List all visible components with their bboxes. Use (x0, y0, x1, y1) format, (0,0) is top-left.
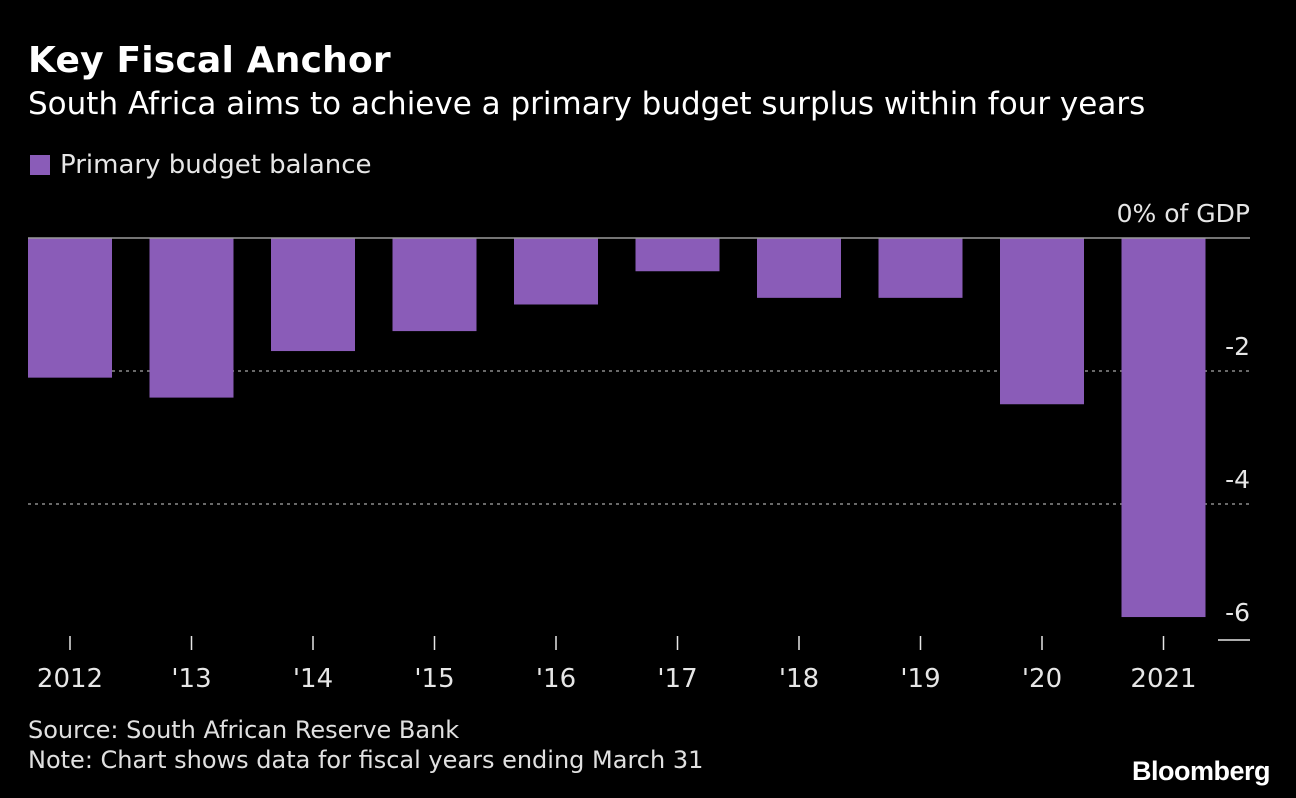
x-tick-label: '18 (779, 664, 819, 694)
x-tick-label: '20 (1022, 664, 1062, 694)
bar (271, 238, 355, 352)
y-tick-label: -2 (1225, 332, 1250, 361)
legend-label: Primary budget balance (60, 150, 372, 180)
legend: Primary budget balance (30, 150, 372, 180)
chart-title: Key Fiscal Anchor (28, 40, 391, 81)
bloomberg-logo: Bloomberg (1131, 756, 1271, 786)
y-tick-label: 0% of GDP (1117, 199, 1250, 228)
bar (149, 238, 234, 398)
bar (1000, 238, 1084, 405)
source-note: Source: South African Reserve Bank (28, 716, 460, 744)
x-tick-label: '14 (293, 664, 333, 694)
legend-swatch (30, 155, 50, 175)
bar (878, 238, 963, 298)
x-tick-label: 2012 (37, 664, 103, 694)
bar (392, 238, 477, 332)
bar (1121, 238, 1206, 618)
bar (635, 238, 720, 272)
x-tick-label: '13 (171, 664, 211, 694)
x-tick-label: 2021 (1130, 664, 1196, 694)
x-tick-label: '17 (657, 664, 697, 694)
footnote: Note: Chart shows data for fiscal years … (28, 746, 704, 774)
x-tick-label: '16 (536, 664, 576, 694)
bar (514, 238, 598, 305)
x-tick-label: '19 (900, 664, 940, 694)
y-tick-label: -6 (1225, 598, 1250, 627)
x-tick-label: '15 (414, 664, 454, 694)
bar (757, 238, 841, 298)
bar (28, 238, 112, 378)
chart-subtitle: South Africa aims to achieve a primary b… (28, 86, 1146, 122)
y-tick-label: -4 (1225, 465, 1250, 494)
